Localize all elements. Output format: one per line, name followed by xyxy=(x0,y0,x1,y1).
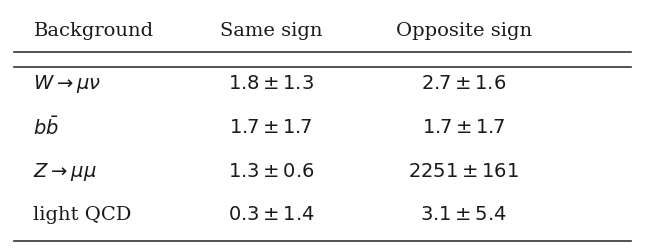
Text: $1.8 \pm 1.3$: $1.8 \pm 1.3$ xyxy=(228,75,314,92)
Text: $Z \rightarrow\mu\mu$: $Z \rightarrow\mu\mu$ xyxy=(34,160,97,182)
Text: light QCD: light QCD xyxy=(34,206,132,224)
Text: $1.3 \pm 0.6$: $1.3 \pm 0.6$ xyxy=(228,162,315,180)
Text: $b\bar{b}$: $b\bar{b}$ xyxy=(34,116,59,139)
Text: Opposite sign: Opposite sign xyxy=(396,22,532,40)
Text: $3.1 \pm 5.4$: $3.1 \pm 5.4$ xyxy=(421,206,507,224)
Text: $1.7 \pm 1.7$: $1.7 \pm 1.7$ xyxy=(230,118,313,136)
Text: $W \rightarrow\mu\nu$: $W \rightarrow\mu\nu$ xyxy=(34,73,101,94)
Text: $1.7 \pm 1.7$: $1.7 \pm 1.7$ xyxy=(422,118,506,136)
Text: $2251 \pm 161$: $2251 \pm 161$ xyxy=(408,162,519,180)
Text: $0.3 \pm 1.4$: $0.3 \pm 1.4$ xyxy=(228,206,315,224)
Text: Background: Background xyxy=(34,22,154,40)
Text: $2.7 \pm 1.6$: $2.7 \pm 1.6$ xyxy=(421,75,506,92)
Text: Same sign: Same sign xyxy=(220,22,322,40)
